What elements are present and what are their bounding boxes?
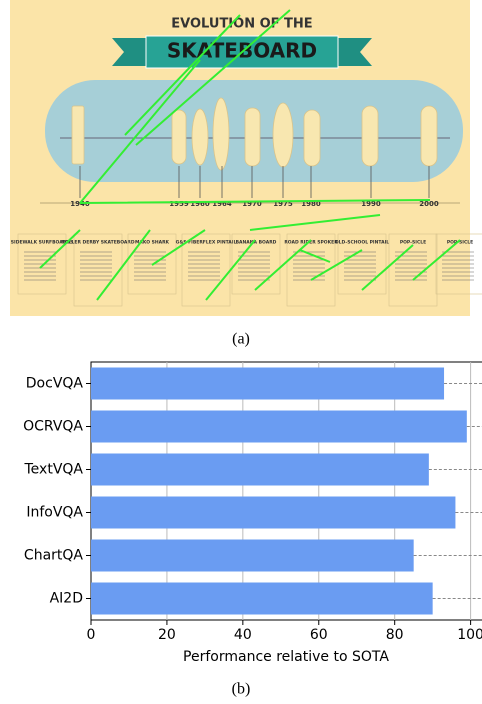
label-box (231, 233, 281, 295)
year: 1964 (212, 200, 232, 208)
deck (191, 108, 209, 166)
title-main: SKATEBOARD (167, 39, 317, 63)
deck (212, 97, 230, 171)
scan-path (39, 9, 461, 301)
deck (361, 105, 379, 167)
x-tick-label: 100 (457, 627, 482, 643)
deck (171, 109, 187, 165)
x-tick-label: 60 (310, 627, 328, 643)
label: POP-SICLE (447, 240, 473, 246)
deck (420, 105, 438, 167)
label: BANANA BOARD (236, 240, 277, 246)
label: G&S FIBERFLEX PINTAIL (176, 240, 237, 246)
y-tick-label: ChartQA (24, 548, 83, 564)
label: ROLLER DERBY SKATEBOARD (61, 240, 135, 246)
year: 1980 (301, 200, 321, 208)
bar (91, 367, 445, 400)
y-tick-label: TextVQA (24, 462, 84, 478)
deck (272, 102, 294, 168)
bar (91, 539, 414, 572)
year: 1990 (361, 200, 381, 208)
x-tick-label: 40 (234, 627, 252, 643)
label-box (17, 233, 67, 295)
label: SIDEWALK SURFBOARDS (11, 240, 73, 246)
bar (91, 453, 429, 486)
title-top: EVOLUTION OF THE (171, 17, 312, 32)
caption: (a) (232, 331, 250, 348)
year: 1970 (242, 200, 262, 208)
label-box (73, 233, 123, 307)
deck (303, 109, 321, 167)
x-axis-label: Performance relative to SOTA (183, 649, 389, 665)
label: ROAD RIDER SPOKER (284, 240, 338, 246)
label: OLD-SCHOOL PINTAIL (335, 240, 389, 246)
bar (91, 496, 456, 529)
infographic: EVOLUTION OF THE SKATEBOARD 1940 1959 1960… (10, 0, 482, 316)
label-box (388, 233, 438, 307)
plot-frame (90, 361, 482, 621)
bar (91, 582, 433, 615)
y-tick-label: AI2D (50, 591, 83, 607)
label-box (127, 233, 177, 295)
year: 1940 (70, 200, 90, 208)
x-tick-label: 20 (158, 627, 176, 643)
x-tick-label: 80 (386, 627, 404, 643)
y-tick-label: OCRVQA (23, 419, 83, 435)
x-tick-label: 0 (87, 627, 96, 643)
y-tick-label: DocVQA (26, 376, 84, 392)
deck (244, 107, 261, 167)
deck (71, 105, 85, 165)
y-tick-label: InfoVQA (26, 505, 83, 521)
year: 1960 (190, 200, 210, 208)
label: POP-SICLE (400, 240, 426, 246)
bar (91, 410, 467, 443)
year: 1959 (169, 200, 189, 208)
year: 2000 (419, 200, 439, 208)
year: 1975 (273, 200, 293, 208)
label-box (286, 233, 336, 307)
caption: (b) (232, 681, 251, 698)
label-box (435, 233, 482, 295)
label: MAKO SHARK (135, 240, 170, 246)
